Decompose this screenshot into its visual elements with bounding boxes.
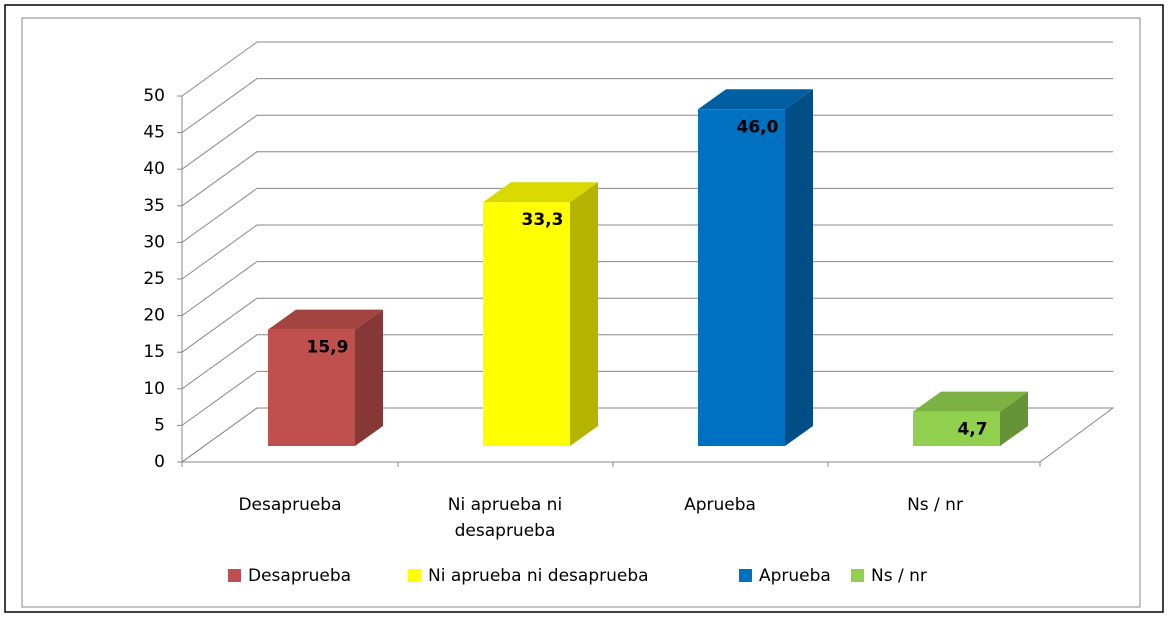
grid-line	[181, 370, 1113, 426]
y-tick-label: 10	[143, 379, 165, 399]
legend-label: Ni aprueba ni desaprueba	[428, 566, 649, 586]
data-label: 15,9	[307, 338, 349, 358]
legend-swatch	[739, 569, 752, 582]
bar-side	[785, 89, 813, 446]
grid-line	[181, 334, 1113, 390]
legend-swatch	[408, 569, 421, 582]
bar	[698, 109, 785, 446]
grid-line	[181, 187, 1113, 243]
data-label: 46,0	[737, 117, 779, 137]
y-tick-label: 0	[154, 452, 165, 472]
y-tick-label: 35	[143, 196, 165, 216]
bar	[483, 202, 570, 446]
grid-line	[181, 261, 1113, 317]
y-tick-label: 50	[143, 86, 165, 106]
grid-line	[181, 114, 1113, 170]
x-tick-label: Ni aprueba ni desaprueba	[448, 495, 562, 541]
grid-line	[181, 78, 1113, 134]
bar-side	[1000, 391, 1028, 446]
legend-label: Aprueba	[759, 566, 831, 586]
grid-line	[181, 41, 1113, 97]
grid-line	[181, 151, 1113, 207]
bar	[913, 411, 1000, 446]
data-label: 4,7	[957, 420, 987, 440]
bar-side	[570, 182, 598, 446]
grid-line	[181, 224, 1113, 280]
x-tick-label: Aprueba	[684, 495, 756, 515]
bar	[268, 329, 355, 446]
legend-label: Ns / nr	[871, 566, 927, 586]
grid-line	[181, 297, 1113, 353]
data-label: 33,3	[522, 210, 564, 230]
y-tick-label: 5	[154, 415, 165, 435]
y-tick-label: 25	[143, 269, 165, 289]
y-tick-label: 45	[143, 123, 165, 143]
x-tick-label: Ns / nr	[907, 495, 963, 515]
bar-top	[913, 391, 1028, 412]
y-tick-label: 30	[143, 232, 165, 252]
chart-area	[21, 17, 1141, 608]
y-tick-label: 20	[143, 306, 165, 326]
legend-label: Desaprueba	[248, 566, 351, 586]
bar-side	[355, 309, 383, 446]
legend-swatch	[228, 569, 241, 582]
bar-top	[268, 309, 383, 330]
bar-top	[698, 89, 813, 110]
legend-swatch	[851, 569, 864, 582]
y-tick-label: 15	[143, 342, 165, 362]
bar-top	[483, 182, 598, 203]
grid-line	[181, 407, 1113, 463]
x-tick-label: Desaprueba	[238, 495, 341, 515]
y-tick-label: 40	[143, 159, 165, 179]
